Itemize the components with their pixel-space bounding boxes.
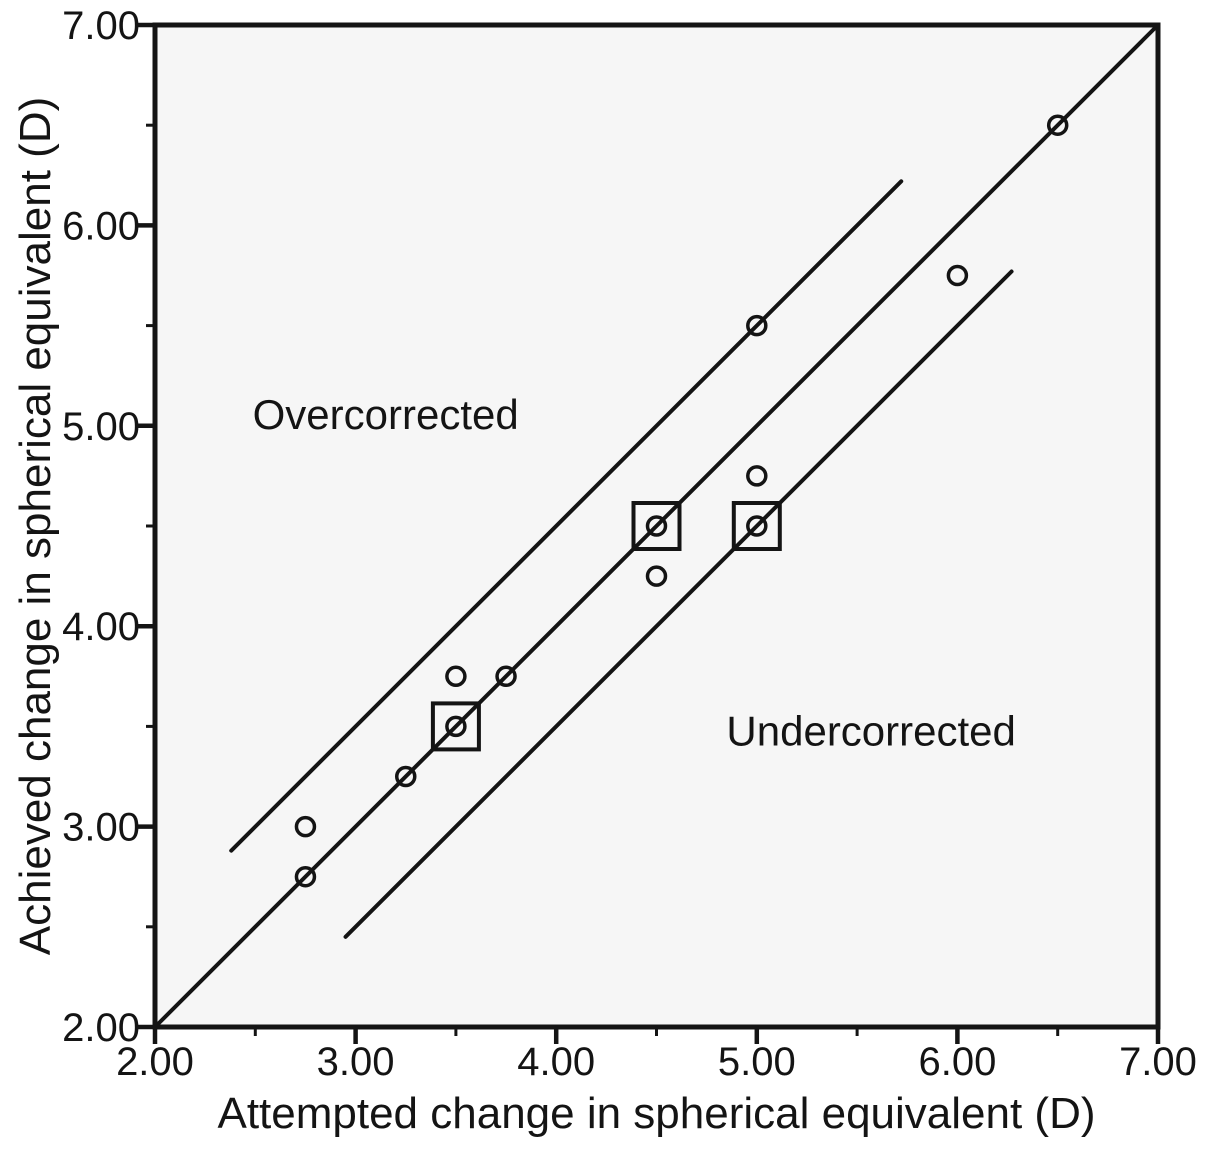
x-tick-label: 5.00 xyxy=(718,1040,796,1084)
x-tick-label: 6.00 xyxy=(918,1040,996,1084)
x-tick-label: 7.00 xyxy=(1119,1040,1197,1084)
y-tick-label: 3.00 xyxy=(62,806,140,850)
data-point-circle xyxy=(495,665,517,688)
x-tick-label: 4.00 xyxy=(517,1040,595,1084)
data-point-circle xyxy=(395,765,417,788)
x-axis-title: Attempted change in spherical equivalent… xyxy=(217,1089,1095,1138)
data-point-circle xyxy=(645,515,668,537)
data-point-square xyxy=(430,701,481,752)
annotation-undercorrected: Undercorrected xyxy=(726,707,1015,754)
data-point-circle xyxy=(746,465,768,487)
data-point-circle xyxy=(645,565,668,587)
plot-frame xyxy=(152,22,1161,1030)
data-point-circle xyxy=(746,314,768,337)
data-point-square xyxy=(631,501,682,551)
data-point-circle xyxy=(946,264,969,287)
x-tick-label: 2.00 xyxy=(116,1040,194,1084)
data-point-circle xyxy=(1046,114,1069,136)
data-point-circle xyxy=(746,515,768,537)
identity-line xyxy=(153,23,1160,1029)
lower-tolerance-line xyxy=(343,269,1014,939)
x-tick-label: 3.00 xyxy=(317,1040,395,1084)
data-point-circle xyxy=(445,665,467,688)
data-point-square xyxy=(731,501,782,551)
y-axis-title: Achieved change in spherical equivalent … xyxy=(11,97,60,956)
upper-tolerance-line xyxy=(229,179,904,853)
annotation-overcorrected: Overcorrected xyxy=(253,391,519,438)
y-tick-label: 5.00 xyxy=(62,405,140,449)
y-tick-label: 4.00 xyxy=(62,605,140,649)
data-point-circle xyxy=(294,865,317,888)
data-point-circle xyxy=(445,715,467,738)
y-tick-label: 7.00 xyxy=(62,4,140,48)
y-tick-label: 6.00 xyxy=(62,204,140,248)
data-point-circle xyxy=(294,815,317,838)
y-tick-label: 2.00 xyxy=(62,1006,140,1050)
